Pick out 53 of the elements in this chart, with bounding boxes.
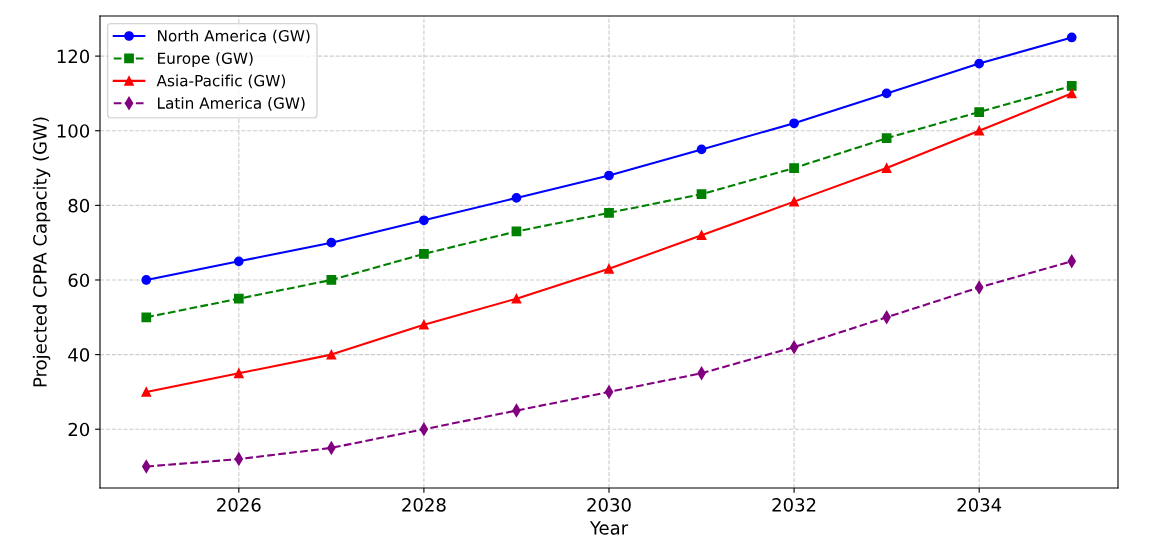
point bbox=[234, 452, 244, 466]
point bbox=[789, 118, 799, 129]
legend-label: North America (GW) bbox=[158, 29, 310, 44]
point bbox=[789, 163, 799, 173]
x-tick-label: 2030 bbox=[587, 498, 631, 512]
point bbox=[604, 170, 614, 181]
x-axis-title: Year bbox=[589, 521, 629, 535]
point bbox=[696, 189, 707, 200]
x-tick-label: 2028 bbox=[402, 498, 446, 512]
point bbox=[881, 163, 892, 173]
legend-label: Latin America (GW) bbox=[158, 97, 305, 111]
point bbox=[141, 312, 152, 323]
point bbox=[233, 256, 244, 267]
point bbox=[511, 193, 522, 203]
point bbox=[419, 215, 429, 226]
point bbox=[696, 144, 707, 155]
point bbox=[326, 237, 337, 248]
point bbox=[326, 349, 337, 360]
point bbox=[233, 293, 244, 304]
legend-label: Europe (GW) bbox=[158, 52, 253, 67]
x-tick-label: 2026 bbox=[217, 498, 261, 512]
y-tick-label: 100 bbox=[57, 124, 90, 138]
point bbox=[881, 88, 892, 99]
y-tick-label: 80 bbox=[68, 198, 90, 213]
y-tick-label: 120 bbox=[57, 49, 90, 64]
point bbox=[419, 249, 429, 259]
x-tick-label: 2034 bbox=[957, 498, 1002, 512]
point bbox=[789, 340, 799, 354]
y-axis-title: Projected CPPA Capacity (GW) bbox=[32, 117, 51, 387]
point bbox=[419, 319, 429, 330]
point bbox=[1066, 88, 1077, 99]
point bbox=[1066, 81, 1077, 91]
point bbox=[1066, 32, 1077, 43]
point bbox=[604, 207, 614, 218]
point bbox=[233, 368, 244, 379]
point bbox=[974, 58, 985, 69]
point bbox=[141, 387, 152, 397]
y-tick-label: 20 bbox=[68, 422, 90, 437]
point bbox=[604, 385, 614, 399]
point bbox=[419, 422, 429, 436]
point bbox=[974, 125, 985, 136]
x-tick-label: 2032 bbox=[772, 498, 816, 512]
y-tick-label: 40 bbox=[68, 348, 90, 362]
point bbox=[326, 275, 337, 285]
point bbox=[696, 230, 707, 241]
legend-label: Asia-Pacific (GW) bbox=[156, 74, 286, 89]
y-tick-label: 60 bbox=[68, 273, 90, 288]
point bbox=[881, 133, 892, 144]
point bbox=[511, 293, 522, 304]
point bbox=[604, 263, 614, 274]
point bbox=[789, 196, 799, 207]
point bbox=[974, 107, 985, 117]
point bbox=[141, 275, 152, 285]
